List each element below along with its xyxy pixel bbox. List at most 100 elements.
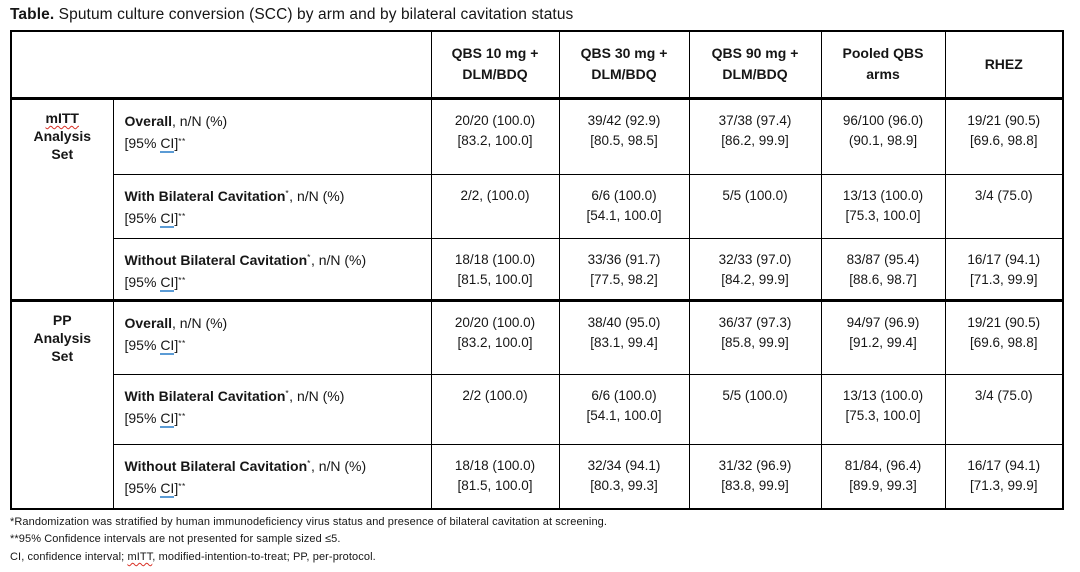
column-header-line: QBS 10 mg + — [451, 45, 539, 62]
cell-value: 33/36 (91.7) — [587, 252, 661, 268]
table-row: With Bilateral Cavitation*, n/N (%) [95%… — [11, 174, 1064, 240]
cell-value: 6/6 (100.0) — [591, 388, 657, 404]
cell-ci: [69.6, 98.8] — [969, 133, 1038, 149]
cell-value: 5/5 (100.0) — [722, 188, 788, 204]
cell-value: 3/4 (75.0) — [974, 188, 1033, 204]
column-header-line: DLM/BDQ — [722, 66, 788, 83]
ci-label-line: [95% CI]** — [124, 480, 186, 499]
table-row: With Bilateral Cavitation*, n/N (%) [95%… — [11, 374, 1064, 446]
table-cell: 6/6 (100.0) [54.1, 100.0] — [558, 374, 690, 446]
cell-value: 32/34 (94.1) — [587, 458, 661, 474]
cell-ci: [81.5, 100.0] — [457, 272, 533, 288]
analysis-set-line: Set — [51, 146, 74, 163]
table-cell: 13/13 (100.0) [75.3, 100.0] — [820, 174, 946, 240]
ci-label-line: [95% CI]** — [124, 135, 186, 154]
row-label: With Bilateral Cavitation*, n/N (%) [95%… — [112, 374, 432, 446]
row-label-line: With Bilateral Cavitation*, n/N (%) — [124, 388, 345, 405]
footnote-abbreviations: CI, confidence interval; mITT, modified-… — [10, 550, 376, 563]
cell-ci: (90.1, 98.9] — [848, 133, 918, 149]
table-cell: 18/18 (100.0) [81.5, 100.0] — [430, 238, 560, 302]
table-cell: 16/17 (94.1) [71.3, 99.9] — [944, 238, 1064, 302]
cell-value: 31/32 (96.9) — [718, 458, 792, 474]
footnote-ci-samples: **95% Confidence intervals are not prese… — [10, 533, 341, 546]
analysis-set-line: mITT — [45, 110, 79, 127]
table-row: Without Bilateral Cavitation*, n/N (%) [… — [11, 444, 1064, 510]
table-title-text: Sputum culture conversion (SCC) by arm a… — [58, 6, 574, 23]
row-label: Overall, n/N (%) [95% CI]** — [112, 299, 432, 376]
cell-value: 3/4 (75.0) — [974, 388, 1033, 404]
table-cell: 31/32 (96.9) [83.8, 99.9] — [688, 444, 822, 510]
cell-value: 13/13 (100.0) — [842, 188, 924, 204]
column-header-qbs30: QBS 30 mg + DLM/BDQ — [558, 30, 690, 101]
cell-ci: [91.2, 99.4] — [849, 335, 917, 351]
table-row: Without Bilateral Cavitation*, n/N (%) [… — [11, 238, 1064, 302]
cell-ci: [75.3, 100.0] — [845, 208, 921, 224]
cell-ci: [83.2, 100.0] — [457, 335, 533, 351]
cell-value: 96/100 (96.0) — [842, 113, 924, 129]
cell-ci: [69.6, 98.8] — [969, 335, 1038, 351]
row-label-line: Overall, n/N (%) — [124, 113, 228, 130]
row-label: Without Bilateral Cavitation*, n/N (%) [… — [112, 238, 432, 302]
cell-value: 13/13 (100.0) — [842, 388, 924, 404]
analysis-set-line: Analysis — [33, 128, 92, 145]
cell-value: 19/21 (90.5) — [967, 113, 1041, 129]
table-cell: 13/13 (100.0) [75.3, 100.0] — [820, 374, 946, 446]
cell-ci: [54.1, 100.0] — [586, 208, 662, 224]
header-empty-cell — [10, 30, 432, 101]
cell-ci: [88.6, 98.7] — [849, 272, 917, 288]
cell-ci: [71.3, 99.9] — [969, 272, 1038, 288]
analysis-set-cell-pp: PP Analysis Set — [10, 299, 114, 510]
cell-value: 16/17 (94.1) — [967, 252, 1041, 268]
table-cell: 38/40 (95.0) [83.1, 99.4] — [558, 299, 690, 376]
cell-value: 32/33 (97.0) — [718, 252, 792, 268]
column-header-pooled: Pooled QBS arms — [820, 30, 946, 101]
cell-ci: [71.3, 99.9] — [969, 478, 1038, 494]
table-cell: 20/20 (100.0) [83.2, 100.0] — [430, 299, 560, 376]
column-header-rhez: RHEZ — [944, 30, 1064, 101]
table-title: Table. Sputum culture conversion (SCC) b… — [10, 6, 1072, 25]
ci-label-line: [95% CI]** — [124, 337, 186, 356]
cell-ci: [75.3, 100.0] — [845, 408, 921, 424]
footnote-randomization: *Randomization was stratified by human i… — [10, 515, 608, 528]
table-cell: 6/6 (100.0) [54.1, 100.0] — [558, 174, 690, 240]
table-cell: 19/21 (90.5) [69.6, 98.8] — [944, 299, 1064, 376]
cell-ci: [81.5, 100.0] — [457, 478, 533, 494]
row-label: Overall, n/N (%) [95% CI]** — [112, 98, 432, 176]
analysis-set-line: PP — [52, 312, 72, 329]
analysis-set-line: Analysis — [33, 330, 92, 347]
ci-label-line: [95% CI]** — [124, 410, 186, 429]
footnotes: *Randomization was stratified by human i… — [10, 514, 1072, 567]
cell-value: 38/40 (95.0) — [587, 315, 661, 331]
cell-value: 94/97 (96.9) — [846, 315, 920, 331]
analysis-set-cell-mitt: mITT Analysis Set — [10, 98, 114, 302]
column-header-line: RHEZ — [984, 55, 1023, 72]
cell-ci: [89.9, 99.3] — [849, 478, 917, 494]
column-header-qbs90: QBS 90 mg + DLM/BDQ — [688, 30, 822, 101]
row-label-line: With Bilateral Cavitation*, n/N (%) — [124, 188, 345, 205]
table-cell: 3/4 (75.0) — [944, 374, 1064, 446]
column-header-line: QBS 30 mg + — [580, 45, 668, 62]
cell-ci: [83.1, 99.4] — [590, 335, 658, 351]
column-header-line: DLM/BDQ — [591, 66, 657, 83]
cell-value: 20/20 (100.0) — [454, 113, 536, 129]
table-cell: 19/21 (90.5) [69.6, 98.8] — [944, 98, 1064, 176]
cell-value: 18/18 (100.0) — [454, 252, 536, 268]
cell-value: 37/38 (97.4) — [718, 113, 792, 129]
cell-ci: [54.1, 100.0] — [586, 408, 662, 424]
cell-ci: [80.5, 98.5] — [590, 133, 658, 149]
table-cell: 83/87 (95.4) [88.6, 98.7] — [820, 238, 946, 302]
cell-ci: [83.8, 99.9] — [721, 478, 789, 494]
table-cell: 2/2 (100.0) — [430, 374, 560, 446]
table-cell: 16/17 (94.1) [71.3, 99.9] — [944, 444, 1064, 510]
table-cell: 3/4 (75.0) — [944, 174, 1064, 240]
cell-value: 2/2 (100.0) — [462, 388, 528, 404]
table-cell: 32/33 (97.0) [84.2, 99.9] — [688, 238, 822, 302]
table-cell: 39/42 (92.9) [80.5, 98.5] — [558, 98, 690, 176]
table-cell: 96/100 (96.0) (90.1, 98.9] — [820, 98, 946, 176]
cell-value: 81/84, (96.4) — [844, 458, 922, 474]
table-cell: 5/5 (100.0) — [688, 174, 822, 240]
column-header-line: arms — [866, 66, 900, 83]
table-cell: 5/5 (100.0) — [688, 374, 822, 446]
table-cell: 18/18 (100.0) [81.5, 100.0] — [430, 444, 560, 510]
